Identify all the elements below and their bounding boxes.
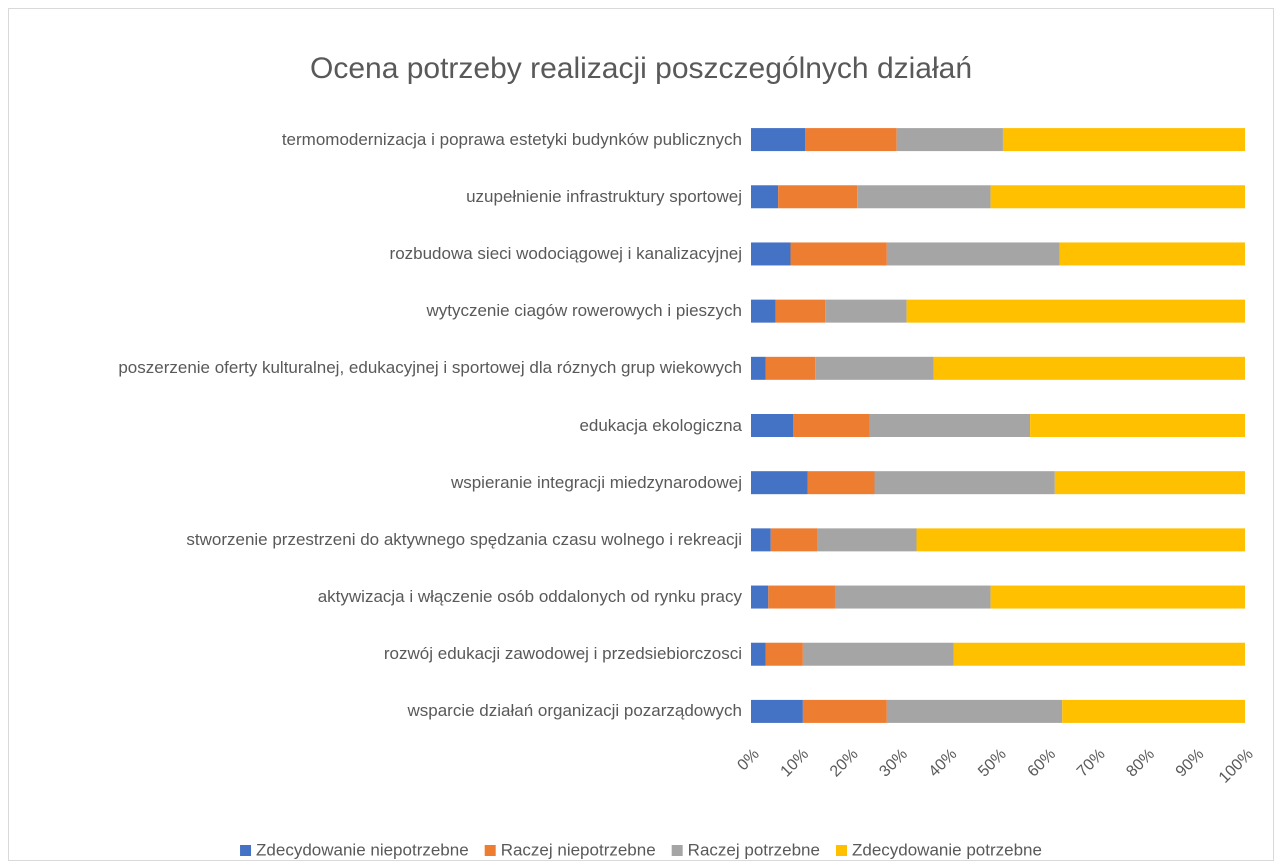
- bar-segment: [1062, 699, 1245, 723]
- bar-segment: [807, 471, 875, 495]
- bar-segment: [751, 471, 808, 495]
- legend-label: Raczej niepotrzebne: [501, 840, 656, 859]
- bar-segment: [765, 642, 803, 666]
- bar-segment: [765, 356, 816, 380]
- y-tick-label: termomodernizacja i poprawa estetyki bud…: [281, 129, 742, 149]
- bar-segment: [751, 699, 803, 723]
- bar-segment: [802, 642, 954, 666]
- bar-segment: [751, 528, 771, 552]
- bar-segment: [896, 128, 1003, 152]
- bar-segment: [790, 242, 887, 266]
- bar-segment: [792, 414, 870, 437]
- bar-segment: [770, 528, 818, 552]
- y-tick-label: wytyczenie ciagów rowerowych i pieszych: [426, 301, 742, 321]
- y-tick-label: wspieranie integracji miedzynarodowej: [450, 472, 742, 492]
- y-tick-label: poszerzenie oferty kulturalnej, edukacyj…: [118, 358, 742, 378]
- bar-segment: [874, 471, 1055, 495]
- y-tick-label: rozbudowa sieci wodociągowej i kanalizac…: [389, 243, 742, 263]
- bar-segment: [751, 185, 779, 209]
- bar-segment: [751, 299, 776, 323]
- bar-segment: [815, 356, 934, 380]
- bar-segment: [817, 528, 917, 552]
- bar-segment: [886, 699, 1063, 723]
- bar-segment: [751, 414, 793, 437]
- y-tick-label: stworzenie przestrzeni do aktywnego spęd…: [186, 529, 742, 549]
- bar-segment: [778, 185, 858, 209]
- bar-segment: [933, 356, 1245, 380]
- bar-segment: [775, 299, 826, 323]
- y-tick-label: edukacja ekologiczna: [579, 415, 742, 435]
- bar-segment: [869, 414, 1031, 437]
- bar-segment: [990, 585, 1245, 609]
- bar-segment: [953, 642, 1245, 666]
- bar-segment: [916, 528, 1245, 552]
- bar-segment: [1002, 128, 1245, 152]
- bar-segment: [751, 242, 791, 266]
- y-tick-label: aktywizacja i włączenie osób oddalonych …: [317, 587, 742, 607]
- bar-segment: [857, 185, 991, 209]
- legend-label: Zdecydowanie niepotrzebne: [256, 840, 469, 859]
- bar-segment: [886, 242, 1060, 266]
- bar-segment: [1030, 414, 1245, 437]
- legend-swatch: [240, 845, 252, 856]
- legend-label: Raczej potrzebne: [688, 840, 820, 859]
- bar-segment: [751, 128, 806, 152]
- legend-swatch: [835, 845, 847, 856]
- bar-segment: [834, 585, 991, 609]
- legend-swatch: [671, 845, 683, 856]
- legend-swatch: [484, 845, 496, 856]
- chart-title: Ocena potrzeby realizacji poszczególnych…: [310, 52, 972, 85]
- bar-segment: [751, 356, 766, 380]
- bar-segment: [802, 699, 887, 723]
- bar-segment: [906, 299, 1245, 323]
- bar-segment: [1059, 242, 1245, 266]
- bar-segment: [825, 299, 907, 323]
- bar-segment: [751, 585, 769, 609]
- legend-label: Zdecydowanie potrzebne: [852, 840, 1042, 859]
- bar-segment: [990, 185, 1245, 209]
- bar-segment: [1054, 471, 1245, 495]
- bar-segment: [805, 128, 897, 152]
- bar-segment: [751, 642, 766, 666]
- bar-segment: [768, 585, 835, 609]
- y-tick-label: wsparcie działań organizacji pozarządowy…: [407, 701, 742, 721]
- y-tick-label: uzupełnienie infrastruktury sportowej: [466, 186, 742, 206]
- y-tick-label: rozwój edukacji zawodowej i przedsiebior…: [383, 644, 742, 664]
